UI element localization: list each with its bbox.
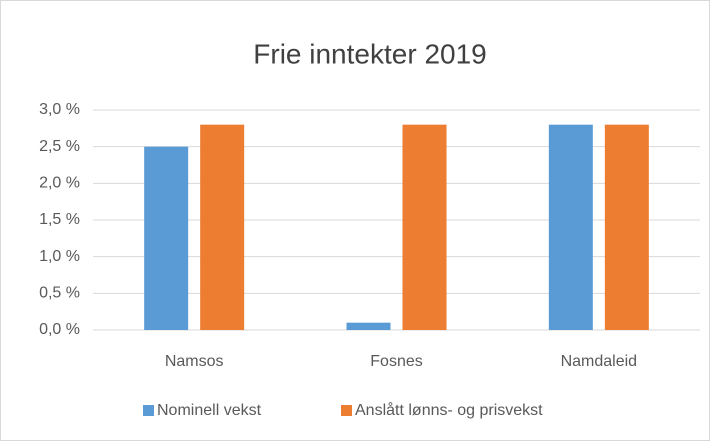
y-tick-label: 3,0 % bbox=[39, 101, 80, 118]
bar bbox=[604, 124, 649, 331]
bar bbox=[144, 146, 189, 330]
legend-swatch bbox=[341, 405, 352, 416]
legend-label: Nominell vekst bbox=[157, 402, 262, 419]
x-tick-label: Fosnes bbox=[370, 353, 422, 370]
legend-label: Anslått lønns- og prisvekst bbox=[355, 401, 543, 419]
y-tick-label: 0,5 % bbox=[39, 285, 80, 302]
bar bbox=[548, 124, 593, 331]
chart-title: Frie inntekter 2019 bbox=[253, 38, 486, 69]
y-tick-label: 0,0 % bbox=[39, 321, 80, 338]
y-tick-label: 2,5 % bbox=[39, 138, 80, 155]
bar bbox=[402, 124, 447, 331]
bar bbox=[346, 322, 391, 330]
y-tick-label: 1,5 % bbox=[39, 211, 80, 228]
y-tick-label: 1,0 % bbox=[39, 248, 80, 265]
legend-swatch bbox=[143, 405, 154, 416]
bar bbox=[200, 124, 245, 331]
x-tick-label: Namdaleid bbox=[561, 353, 637, 370]
y-tick-label: 2,0 % bbox=[39, 175, 80, 192]
x-tick-label: Namsos bbox=[165, 353, 224, 370]
